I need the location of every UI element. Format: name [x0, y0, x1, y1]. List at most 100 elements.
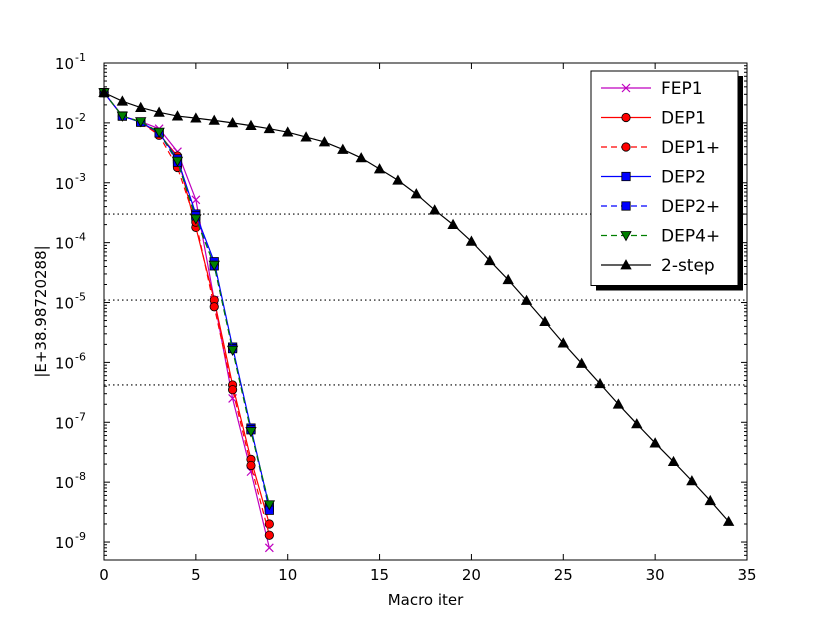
x-axis: 0 5 10 15 20 25 30 35 — [99, 63, 757, 584]
data-point — [484, 254, 496, 266]
data-point — [226, 117, 239, 128]
data-point — [631, 418, 643, 429]
legend-box — [590, 70, 739, 286]
data-point — [300, 131, 312, 142]
data-point — [209, 302, 219, 312]
series-line — [103, 92, 270, 508]
data-point — [337, 143, 349, 154]
data-point — [263, 122, 276, 134]
legend-entry: DEP2+ — [601, 197, 720, 217]
y-tick-exponent: -3 — [75, 171, 86, 184]
y-tick-exponent: -5 — [75, 291, 86, 304]
y-tick-label: 10 — [55, 414, 74, 432]
series-layer — [98, 86, 735, 553]
legend-label: DEP4+ — [661, 227, 720, 247]
data-point — [392, 174, 404, 185]
data-point — [135, 117, 147, 128]
y-axis: 10-110-210-310-410-510-610-710-810-9 — [55, 51, 747, 556]
y-tick-label: 10 — [55, 175, 74, 193]
legend-entry: DEP1 — [601, 109, 706, 129]
data-point — [429, 204, 441, 215]
x-axis-label: Macro iter — [388, 591, 464, 609]
legend-label: 2-step — [661, 256, 715, 276]
data-point — [208, 260, 220, 272]
series-line — [103, 92, 270, 525]
legend: FEP1 DEP1 DEP1+ DEP2 DEP2+ DEP4+ 2-step — [590, 70, 743, 291]
data-point — [116, 95, 129, 106]
y-tick-exponent: -8 — [75, 470, 86, 483]
data-point — [318, 136, 331, 147]
legend-label: FEP1 — [661, 79, 703, 99]
data-point — [520, 294, 533, 305]
data-point — [649, 437, 661, 448]
y-tick-exponent: -7 — [75, 410, 86, 423]
data-point — [704, 494, 716, 506]
data-point — [135, 101, 147, 112]
legend-marker — [621, 171, 631, 182]
x-tick-label: 0 — [99, 566, 109, 584]
data-point — [116, 111, 129, 122]
data-point — [264, 543, 274, 553]
legend-marker — [621, 112, 631, 123]
legend-marker — [621, 201, 631, 211]
data-point — [355, 152, 367, 163]
legend-label: DEP2 — [661, 168, 706, 188]
data-point — [373, 163, 386, 174]
y-tick-exponent: -1 — [75, 51, 86, 64]
x-tick-label: 30 — [646, 566, 665, 584]
y-axis-label: |E+38.98720288| — [32, 245, 50, 377]
legend-entry: 2-step — [601, 256, 715, 276]
y-tick-label: 10 — [55, 115, 74, 133]
x-tick-label: 20 — [462, 566, 481, 584]
series-dep2 — [99, 88, 274, 512]
legend-marker — [620, 259, 632, 270]
y-tick-label: 10 — [55, 55, 74, 73]
y-tick-label: 10 — [55, 235, 74, 253]
data-point — [282, 126, 294, 137]
series-dep4- — [98, 88, 276, 511]
y-tick-exponent: -2 — [75, 111, 86, 124]
data-point — [594, 377, 606, 389]
legend-entry: DEP4+ — [601, 227, 720, 247]
series-dep1 — [99, 88, 274, 529]
data-point — [246, 460, 256, 471]
y-tick-exponent: -9 — [75, 530, 86, 543]
data-point — [465, 235, 478, 246]
data-point — [264, 519, 274, 529]
data-point — [502, 273, 514, 285]
series-2-step — [98, 86, 735, 526]
data-point — [190, 214, 202, 225]
x-tick-label: 5 — [191, 566, 201, 584]
x-tick-label: 10 — [278, 566, 297, 584]
data-point — [539, 315, 551, 327]
x-tick-label: 25 — [554, 566, 573, 584]
data-point — [171, 110, 184, 121]
y-tick-label: 10 — [55, 354, 74, 372]
data-point — [153, 127, 165, 138]
legend-marker — [620, 231, 632, 242]
legend-label: DEP1+ — [661, 138, 720, 158]
series-dep1- — [99, 88, 274, 540]
data-point — [557, 337, 569, 348]
data-point — [171, 156, 184, 167]
legend-entry: DEP1+ — [601, 138, 720, 158]
data-point — [686, 475, 698, 486]
data-point — [263, 500, 276, 511]
data-point — [722, 515, 735, 526]
legend-label: DEP2+ — [661, 197, 720, 217]
data-point — [667, 455, 680, 467]
data-point — [264, 530, 274, 540]
data-point — [190, 112, 202, 123]
legend-marker — [621, 83, 631, 93]
data-point — [208, 114, 220, 125]
data-point — [153, 106, 165, 117]
legend-entry: FEP1 — [601, 79, 703, 99]
legend-marker — [621, 142, 631, 152]
data-point — [191, 195, 201, 205]
x-tick-label: 15 — [370, 566, 389, 584]
y-tick-label: 10 — [55, 295, 74, 313]
data-point — [245, 427, 257, 438]
y-tick-exponent: -6 — [75, 350, 86, 363]
series-line — [103, 92, 270, 505]
